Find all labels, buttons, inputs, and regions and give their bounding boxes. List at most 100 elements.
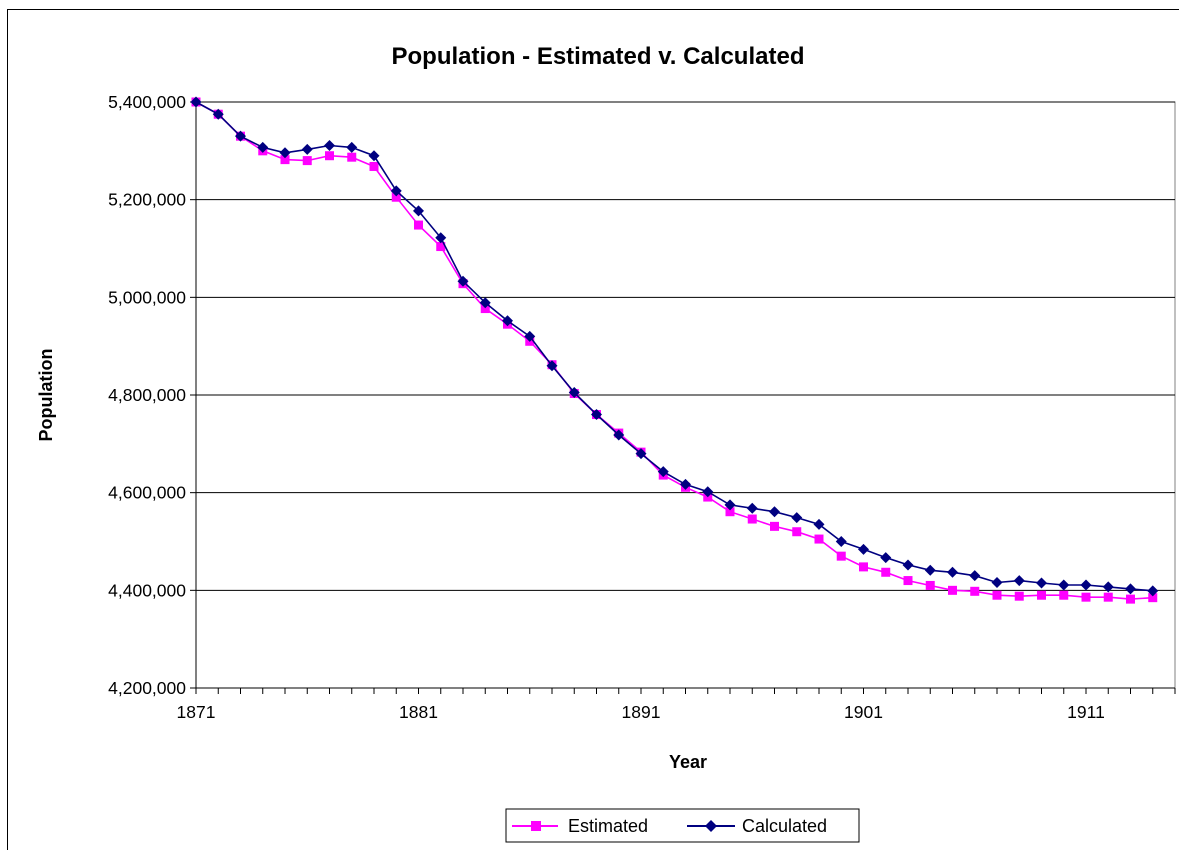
data-point-estimated bbox=[480, 304, 490, 314]
y-tick-label: 4,600,000 bbox=[108, 483, 186, 503]
data-point-estimated bbox=[1126, 594, 1135, 604]
data-point-calculated bbox=[301, 143, 313, 155]
data-point-calculated bbox=[546, 360, 558, 372]
x-tick-label: 1911 bbox=[1067, 702, 1105, 722]
y-tick-label: 4,400,000 bbox=[108, 580, 186, 600]
data-point-calculated bbox=[591, 409, 602, 421]
data-point-estimated bbox=[391, 192, 401, 202]
data-point-calculated bbox=[1080, 579, 1092, 591]
data-point-estimated bbox=[925, 580, 935, 590]
data-point-estimated bbox=[747, 514, 757, 524]
gridlines bbox=[196, 101, 1175, 591]
data-point-estimated bbox=[770, 521, 779, 531]
data-point-estimated bbox=[414, 220, 423, 230]
data-point-calculated bbox=[502, 315, 513, 327]
data-point-calculated bbox=[858, 543, 869, 555]
data-point-calculated bbox=[212, 108, 224, 120]
data-point-calculated bbox=[680, 478, 691, 490]
data-point-estimated bbox=[1014, 591, 1024, 601]
data-point-estimated bbox=[836, 551, 846, 561]
legend-calculated-marker bbox=[705, 820, 717, 832]
data-point-calculated bbox=[924, 564, 936, 576]
data-point-calculated bbox=[1125, 583, 1136, 595]
x-tick-label: 1871 bbox=[177, 702, 216, 722]
y-axis-tick-labels: 4,200,000 4,400,000 4,600,000 4,800,000 5,00… bbox=[108, 92, 186, 698]
data-point-estimated bbox=[1081, 592, 1091, 602]
data-point-calculated bbox=[368, 150, 380, 162]
data-point-calculated bbox=[880, 552, 892, 564]
data-point-calculated bbox=[724, 499, 736, 511]
data-point-calculated bbox=[435, 232, 447, 244]
data-point-calculated bbox=[969, 570, 981, 582]
data-point-calculated bbox=[1013, 575, 1025, 587]
data-point-estimated bbox=[1148, 593, 1158, 603]
data-point-calculated bbox=[390, 185, 402, 197]
data-point-estimated bbox=[369, 161, 379, 171]
data-point-calculated bbox=[1036, 577, 1047, 589]
data-point-estimated bbox=[859, 562, 868, 572]
data-point-calculated bbox=[235, 130, 246, 142]
data-point-calculated bbox=[457, 275, 469, 287]
data-point-calculated bbox=[746, 502, 758, 514]
data-point-estimated bbox=[725, 507, 735, 517]
legend: Estimated Calculated bbox=[505, 808, 860, 843]
y-tick-label: 4,800,000 bbox=[108, 385, 186, 405]
data-point-estimated bbox=[903, 576, 913, 586]
data-point-estimated bbox=[992, 590, 1002, 600]
data-point-calculated bbox=[1102, 581, 1114, 593]
y-tick-label: 5,400,000 bbox=[108, 92, 186, 112]
legend-box bbox=[505, 808, 860, 843]
x-axis-title: Year bbox=[669, 752, 707, 772]
data-point-calculated bbox=[1147, 585, 1159, 597]
data-point-calculated bbox=[568, 387, 580, 399]
chart-area-frame bbox=[7, 9, 1179, 850]
data-point-estimated bbox=[436, 242, 446, 252]
data-point-calculated bbox=[835, 536, 847, 547]
data-point-calculated bbox=[991, 577, 1003, 589]
data-point-estimated bbox=[1037, 590, 1046, 600]
x-axis-tick-labels: 1871 1881 1891 1901 1911 bbox=[177, 702, 1105, 722]
data-point-calculated bbox=[813, 518, 825, 530]
data-point-calculated bbox=[346, 141, 358, 153]
y-tick-label: 5,000,000 bbox=[108, 287, 186, 307]
data-point-calculated bbox=[479, 297, 491, 309]
data-point-calculated bbox=[902, 559, 914, 571]
legend-estimated-marker bbox=[531, 821, 541, 831]
x-tick-label: 1901 bbox=[844, 702, 883, 722]
data-point-calculated bbox=[702, 486, 714, 498]
y-tick-label: 5,200,000 bbox=[108, 190, 186, 210]
data-point-estimated bbox=[792, 527, 802, 537]
data-point-calculated bbox=[791, 512, 803, 524]
axes bbox=[190, 101, 1176, 694]
data-point-estimated bbox=[948, 585, 957, 595]
chart-title: Population - Estimated v. Calculated bbox=[392, 43, 805, 70]
data-point-calculated bbox=[635, 448, 647, 460]
data-point-estimated bbox=[280, 155, 290, 165]
data-point-estimated bbox=[347, 152, 357, 162]
series-calculated bbox=[190, 96, 1159, 597]
data-point-calculated bbox=[257, 141, 269, 153]
data-point-estimated bbox=[325, 151, 334, 161]
data-point-estimated bbox=[302, 156, 312, 166]
data-point-calculated bbox=[279, 147, 291, 159]
data-point-estimated bbox=[814, 534, 824, 544]
data-point-calculated bbox=[947, 566, 958, 578]
data-point-calculated bbox=[657, 466, 669, 478]
data-point-calculated bbox=[769, 506, 780, 518]
data-point-calculated bbox=[524, 330, 536, 342]
data-point-calculated bbox=[1058, 579, 1070, 591]
data-point-calculated bbox=[613, 429, 625, 441]
y-axis-title: Population bbox=[36, 349, 56, 442]
y-tick-label: 4,200,000 bbox=[108, 678, 186, 698]
legend-estimated-label: Estimated bbox=[568, 816, 648, 836]
data-point-calculated bbox=[190, 96, 202, 108]
data-point-estimated bbox=[881, 567, 891, 577]
x-tick-label: 1891 bbox=[622, 702, 661, 722]
data-point-calculated bbox=[324, 139, 335, 151]
data-point-estimated bbox=[1103, 592, 1113, 602]
data-point-calculated bbox=[413, 205, 424, 217]
data-point-estimated bbox=[1059, 590, 1069, 600]
x-tick-label: 1881 bbox=[399, 702, 438, 722]
series bbox=[190, 96, 1159, 604]
legend-calculated-label: Calculated bbox=[742, 816, 827, 836]
